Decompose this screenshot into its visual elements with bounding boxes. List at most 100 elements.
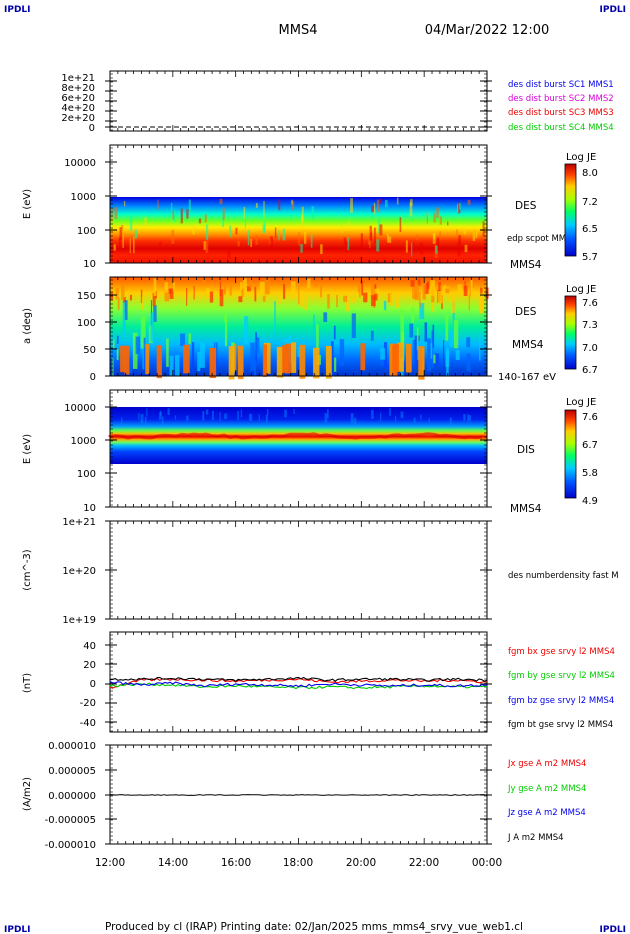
time-tick-label: 16:00 [221, 857, 251, 869]
panel-density: 1e+21 1e+20 1e+19 (cm^-3) des numberdens… [22, 517, 619, 626]
spectrogram-streak [263, 221, 266, 233]
spectrogram-streak [293, 409, 295, 415]
spectrogram-streak [223, 282, 227, 295]
legend-entry: fgm by gse srvy l2 MMS4 [508, 671, 615, 681]
panel-burst-ytick: 1e+21 [61, 73, 95, 84]
spectrogram-streak [370, 330, 374, 341]
spectrogram-streak [297, 346, 301, 357]
spectrogram-streak [197, 351, 201, 372]
spectrogram-streak [356, 291, 359, 298]
spectrogram-streak [224, 313, 228, 322]
spectrogram-streak [164, 282, 168, 293]
panel-density-ytick: 1e+21 [62, 517, 96, 528]
panel-dis-energy-ylabel: E (eV) [22, 434, 33, 464]
spectrogram-streak [446, 347, 449, 376]
spectrogram-streak [439, 216, 443, 225]
spectrogram-streak [455, 350, 460, 361]
spectrogram-streak [348, 219, 350, 231]
spectrogram-streak [361, 280, 364, 296]
panel-current: 0.000010 0.000005 0.000000 -0.000005 -0.… [22, 741, 586, 851]
spectrogram-streak [445, 288, 450, 294]
spectrogram-streak [117, 297, 120, 311]
spectrogram-streak [169, 355, 174, 376]
colorbar-tick: 4.9 [582, 496, 598, 507]
spectrogram-streak [198, 218, 202, 224]
time-tick-label: 22:00 [409, 857, 439, 869]
spectrogram-streak [193, 285, 195, 300]
panel-des-pitch-ytick: 50 [83, 345, 96, 356]
spectrogram-streak [323, 312, 328, 323]
spectrogram-streak [304, 296, 308, 310]
panel-des-pitch: 150 100 50 0 a (deg) DES MMS4 140-167 eV… [22, 276, 598, 383]
spectrogram-streak [304, 231, 307, 244]
spectrogram-streak [467, 413, 469, 423]
spectrogram-streak [300, 243, 303, 253]
spectrogram-streak [263, 200, 265, 217]
current-lines [109, 794, 486, 796]
spectrogram-streak [224, 413, 227, 420]
spectrogram-streak [301, 215, 304, 229]
spectrogram-streak [186, 288, 188, 306]
bfield-series-line [109, 676, 488, 682]
spectrogram-streak [371, 295, 376, 307]
spectrogram-streak [202, 410, 205, 421]
spectrogram-streak [204, 214, 207, 223]
spectrogram-streak [389, 408, 391, 416]
spectrogram-streak [464, 244, 468, 253]
spectrogram-streak [117, 335, 119, 344]
logo-left: IPDLI [4, 5, 31, 15]
spectrogram-streak [432, 233, 436, 244]
spectrogram-streak [457, 284, 462, 295]
bfield-lines [109, 676, 488, 690]
spectrogram-streak [389, 293, 394, 306]
spectrogram-streak [298, 232, 300, 246]
panel-dis-energy-ticks [105, 390, 492, 508]
spectrogram-streak [360, 343, 366, 371]
spectrogram-streak [442, 285, 447, 292]
spectrogram-streak [416, 234, 419, 241]
spectrogram-streak [475, 230, 478, 239]
panel-burst-ytick: 8e+20 [61, 83, 95, 94]
spectrogram-streak [122, 300, 126, 338]
spectrogram-streak [127, 359, 132, 374]
spectrogram-streak [259, 281, 265, 293]
spectrogram-streak [129, 294, 133, 301]
spectrogram-streak [203, 241, 207, 250]
spectrogram-streak [119, 227, 123, 240]
spectrogram-streak [473, 290, 477, 299]
spectrogram-streak [374, 288, 379, 299]
footer-logo-left: IPDLI [4, 925, 31, 934]
spectrogram-streak [457, 241, 461, 257]
spectrogram-streak [161, 278, 163, 287]
spectrogram-streak [397, 342, 404, 372]
spectrogram-streak [114, 207, 118, 219]
spectrogram-streak [240, 281, 243, 290]
spectrogram-streak [405, 343, 411, 373]
colorbar-title: Log JE [566, 397, 596, 408]
spectrogram-streak [371, 205, 375, 213]
spectrogram-streak [121, 283, 125, 301]
spectrogram-streak [205, 224, 209, 240]
legend-entry: des dist burst SC1 MMS1 [508, 80, 614, 90]
spectrogram-streak [156, 345, 162, 379]
spectrogram-streak [246, 286, 251, 292]
spectrogram-streak [419, 303, 425, 320]
colorbar-tick: 7.0 [582, 343, 598, 354]
spectrogram-streak [325, 345, 332, 379]
panel-density-frame [109, 520, 488, 620]
spectrogram-streak [370, 283, 375, 299]
spectrogram-streak [345, 294, 350, 312]
spectrogram-streak [150, 300, 153, 325]
spectrogram-streak [161, 416, 164, 426]
time-axis: 12:00 14:00 16:00 18:00 20:00 22:00 00:0… [95, 857, 502, 869]
spectrogram-streak [426, 212, 428, 224]
spectrogram-streak [140, 414, 144, 424]
colorbar-tick: 8.0 [582, 168, 598, 179]
spectrogram-streak [266, 409, 269, 416]
spectrogram-streak [383, 300, 387, 311]
spectrogram-streak [200, 342, 205, 368]
spectrogram-streak [395, 416, 397, 422]
spectrogram-streak [240, 409, 243, 418]
spectrogram-streak [466, 353, 471, 372]
spectrogram-streak [410, 280, 415, 287]
